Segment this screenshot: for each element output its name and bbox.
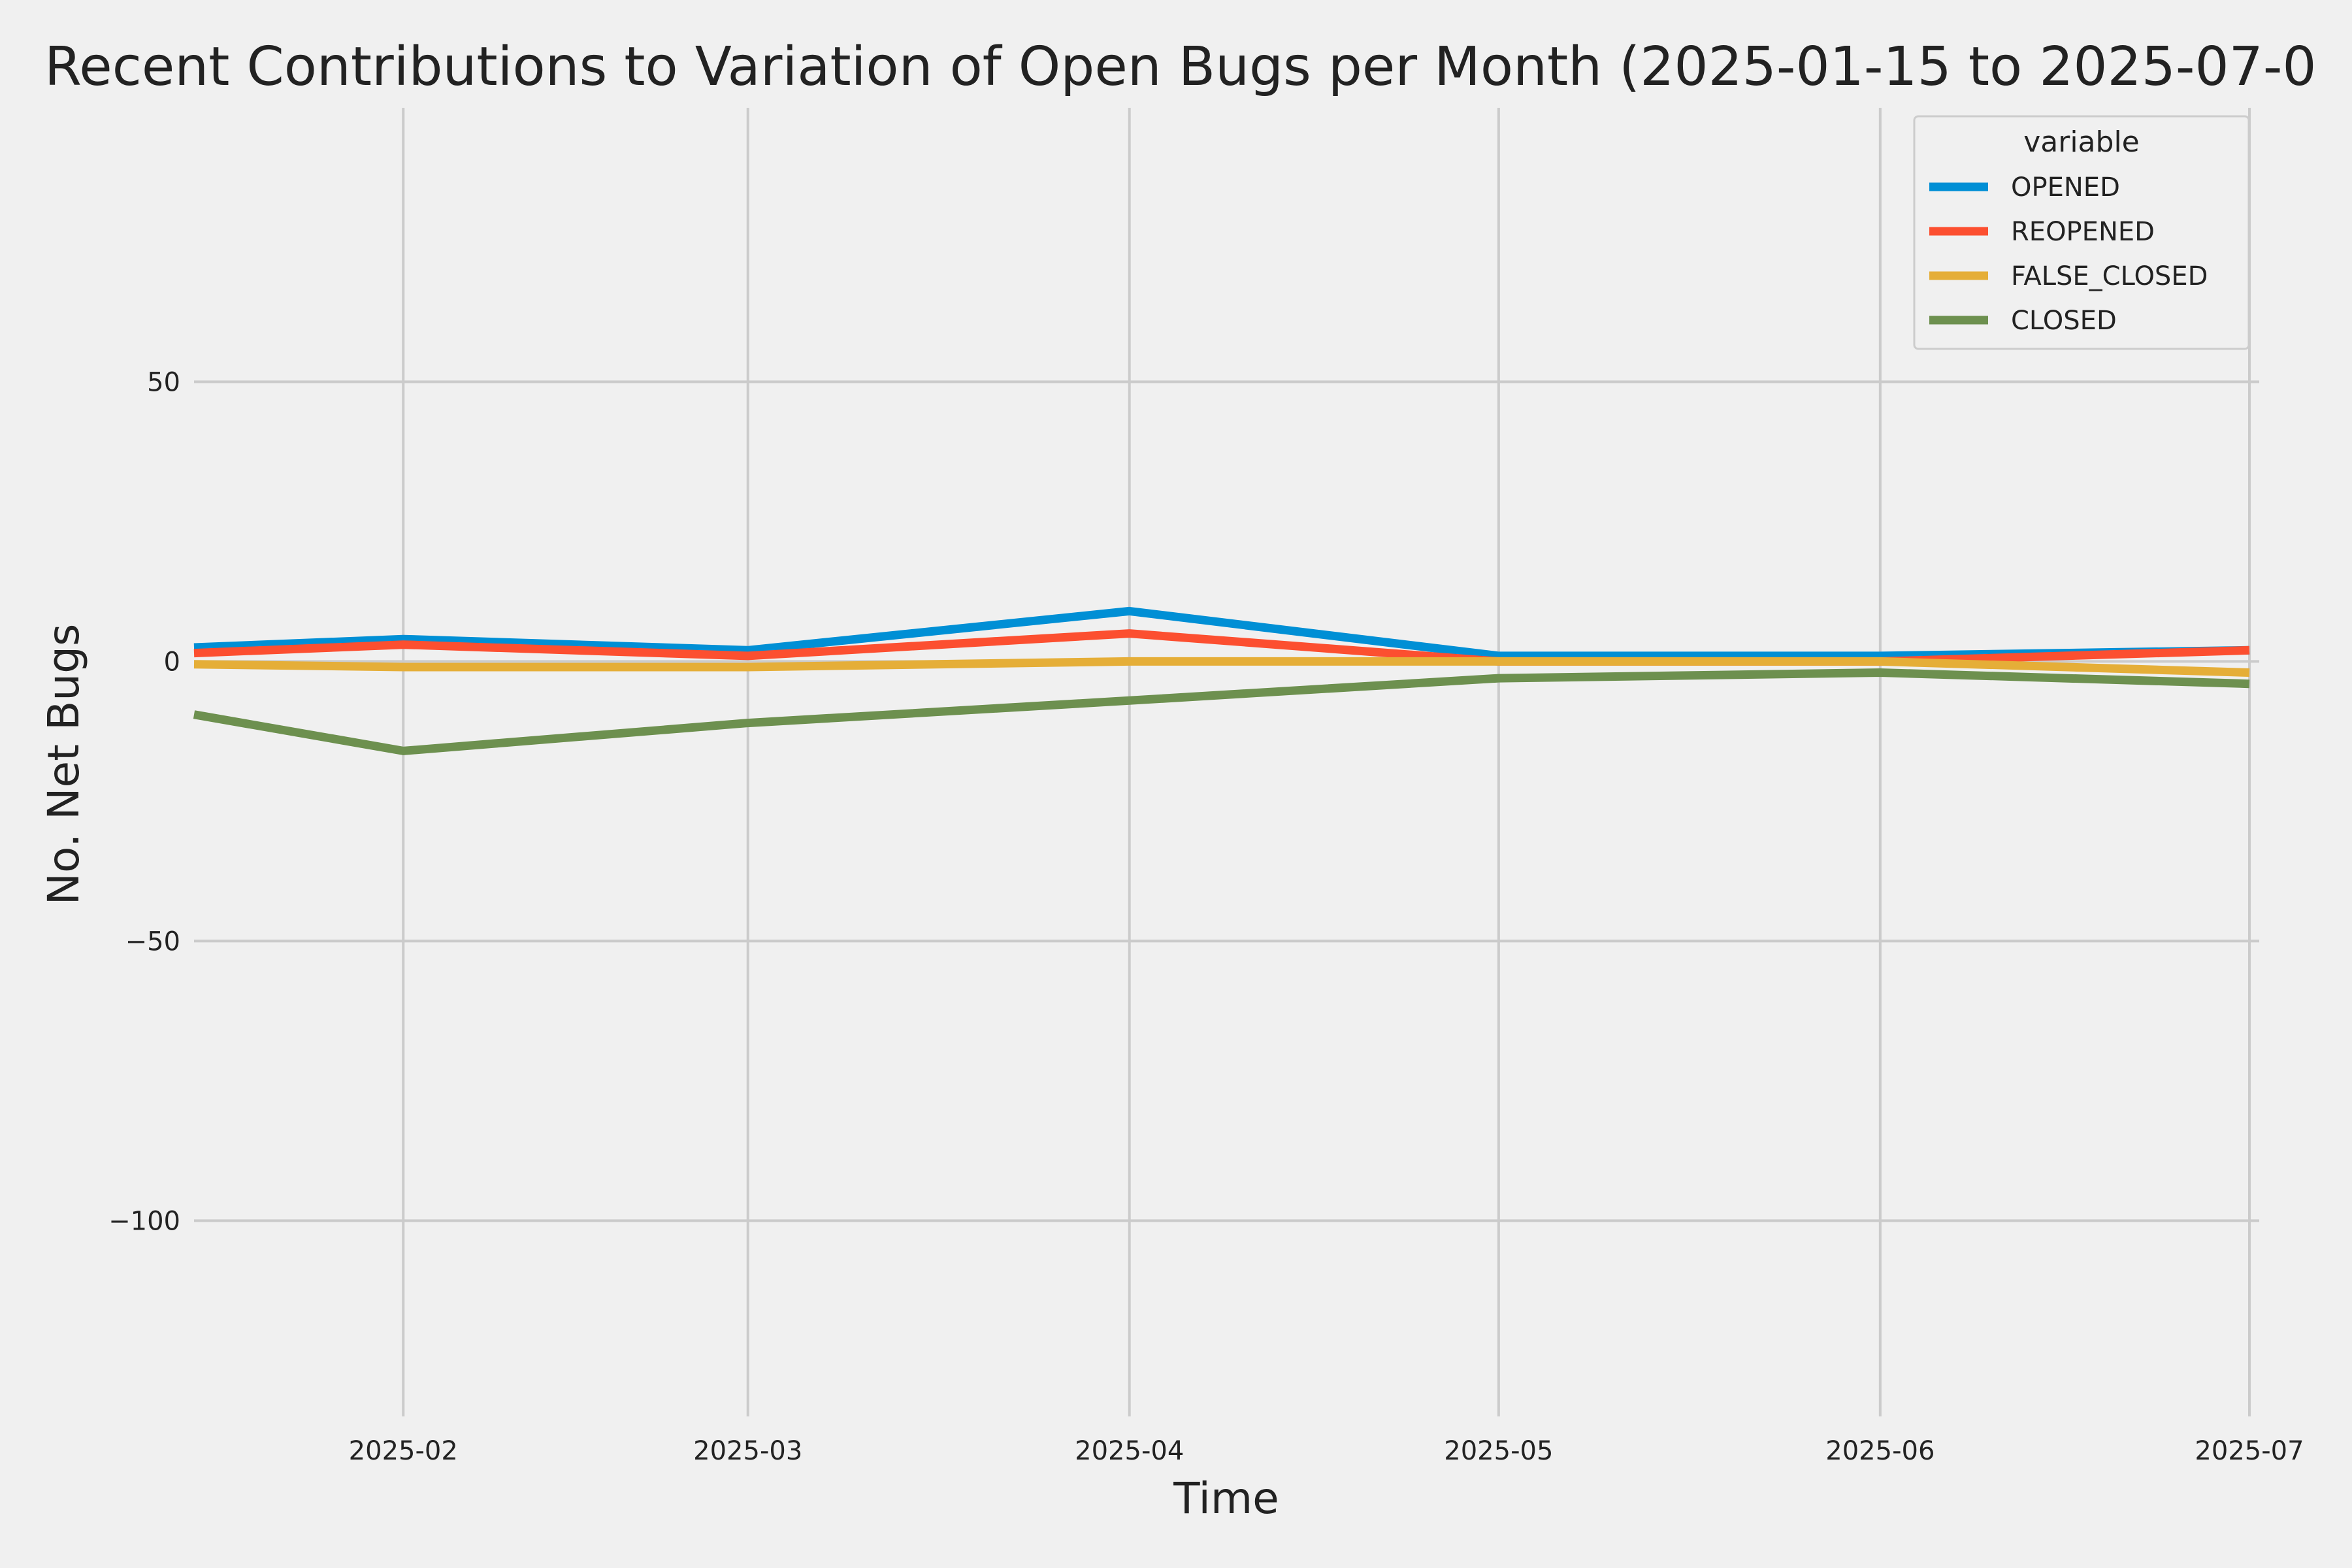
x-tick-label: 2025-03 — [693, 1436, 802, 1466]
x-tick-label: 2025-05 — [1444, 1436, 1553, 1466]
legend-item-label: FALSE_CLOSED — [2011, 261, 2208, 291]
legend-item-label: OPENED — [2011, 172, 2120, 203]
x-tick-label: 2025-04 — [1075, 1436, 1184, 1466]
series-line-closed — [193, 668, 2250, 755]
x-tick-label: 2025-02 — [349, 1436, 458, 1466]
x-tick-label: 2025-06 — [1825, 1436, 1935, 1466]
legend-item-label: CLOSED — [2011, 306, 2117, 336]
series-lines — [193, 606, 2250, 755]
y-axis-label: No. Net Bugs — [39, 624, 89, 906]
y-tick-label: 0 — [164, 647, 180, 677]
x-tick-label: 2025-07 — [2195, 1436, 2304, 1466]
x-axis-label: Time — [1173, 1473, 1279, 1524]
y-tick-label: −50 — [125, 926, 180, 956]
series-line-opened — [193, 606, 2250, 661]
legend-item-label: REOPENED — [2011, 217, 2155, 247]
tick-labels: 2025-02 2025-03 2025-04 2025-05 2025-06 2025-… — [108, 367, 2304, 1466]
legend-title: variable — [2023, 125, 2140, 159]
chart-title: Recent Contributions to Variation of Ope… — [44, 36, 2317, 98]
y-tick-label: −100 — [108, 1206, 180, 1236]
series-line-false-closed — [193, 657, 2250, 677]
legend-box — [1913, 115, 2250, 350]
y-tick-label: 50 — [147, 367, 180, 397]
legend: variable OPENED REOPENED FALSE_CLOSED CLOSE… — [1913, 115, 2250, 350]
